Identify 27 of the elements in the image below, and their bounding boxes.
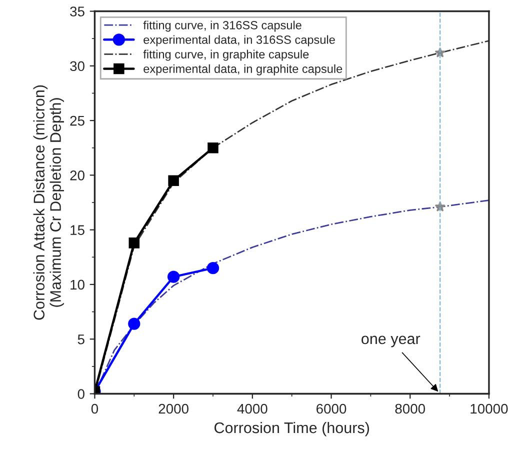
legend-label: fitting curve, in 316SS capsule [143,20,302,32]
annotation: one year [362,336,420,348]
x-tick-label: 0 [91,404,98,414]
y-tick-label: 35 [70,6,84,16]
x-tick-label: 2000 [158,404,188,414]
legend-label: experimental data, in graphite capsule [144,64,342,76]
x-tick-label: 4000 [237,404,268,414]
point [167,270,180,283]
y-tick-label: 10 [70,280,84,290]
y-tick-label: 15 [70,225,84,235]
point [128,318,140,330]
x-axis-title: Corrosion Time (hours) [214,422,370,436]
x-tick-label: 6000 [316,404,346,414]
y-tick-label: 25 [70,116,84,126]
legend-label: fitting curve, in graphite capsule [143,50,309,61]
point [208,142,218,154]
point [128,238,140,248]
y-tick-label: 5 [78,334,84,344]
point [206,262,220,274]
y-tick-label: 20 [70,170,84,180]
x-tick-label: 8000 [395,404,426,414]
x-tick-label: 10000 [470,404,508,414]
y-tick-label: 0 [78,389,84,399]
y-tick-label: 30 [70,61,84,72]
point [168,175,179,186]
legend-label: experimental data, in 316SS capsule [144,35,335,46]
y-axis-title: Corrosion Attack Distance (micron) (Maximum Cr Depletion Depth) [33,85,64,320]
